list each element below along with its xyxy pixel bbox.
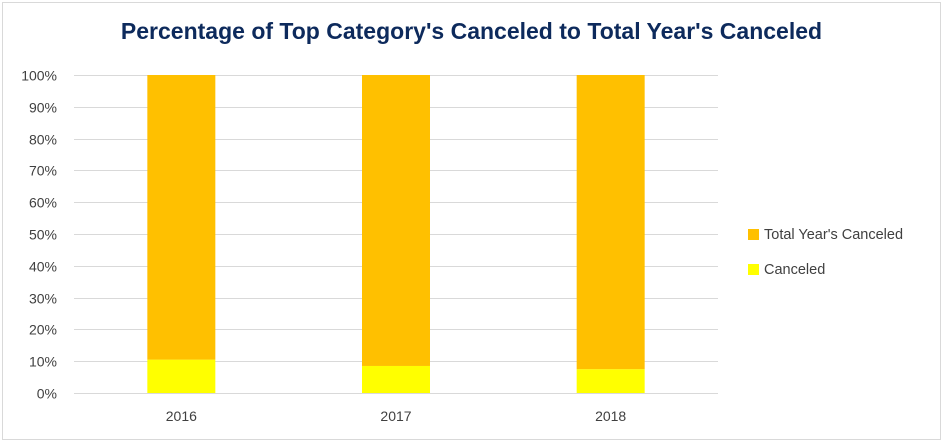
y-tick-label: 100%	[21, 68, 57, 84]
x-tick-label-2016: 2016	[166, 408, 197, 424]
legend-swatch-total-years-canceled	[748, 229, 759, 240]
chart-legend: Total Year's Canceled Canceled	[748, 217, 903, 287]
legend-label-canceled: Canceled	[764, 261, 826, 278]
legend-item-canceled: Canceled	[748, 252, 903, 287]
y-tick-label: 50%	[29, 227, 57, 243]
legend-label-total-years-canceled: Total Year's Canceled	[764, 226, 904, 243]
bar-canceled-2016	[147, 359, 216, 393]
bar-canceled-2018	[576, 369, 645, 393]
bar-total-years-canceled-2016	[147, 75, 216, 360]
y-tick-label: 80%	[29, 132, 57, 148]
y-tick-label: 20%	[29, 322, 57, 338]
y-tick-label: 0%	[37, 386, 57, 402]
bar-canceled-2017	[362, 365, 430, 393]
y-tick-label: 40%	[29, 259, 57, 275]
y-tick-label: 30%	[29, 291, 57, 307]
y-tick-label: 70%	[29, 163, 57, 179]
legend-swatch-canceled	[748, 264, 759, 275]
bar-total-years-canceled-2018	[576, 75, 645, 370]
y-tick-label: 90%	[29, 100, 57, 116]
chart-title: Percentage of Top Category's Canceled to…	[120, 18, 823, 44]
y-tick-label: 10%	[29, 354, 57, 370]
x-tick-label-2018: 2018	[595, 408, 626, 424]
legend-item-total-years-canceled: Total Year's Canceled	[748, 217, 903, 252]
bar-total-years-canceled-2017	[362, 75, 430, 366]
y-tick-label: 60%	[29, 195, 57, 211]
x-tick-label-2017: 2017	[380, 408, 411, 424]
